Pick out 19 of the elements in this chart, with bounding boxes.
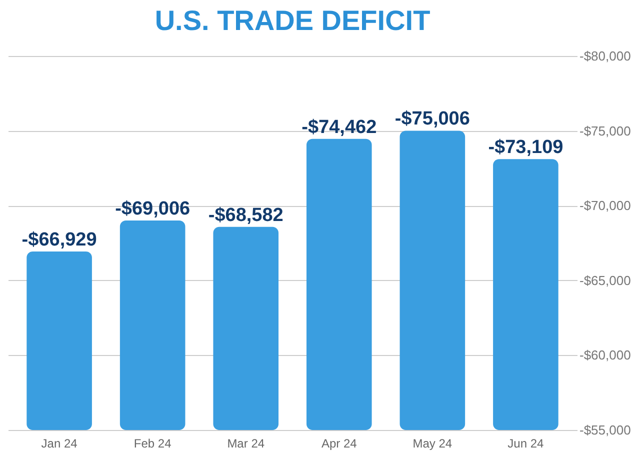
y-tick-label: -$55,000 <box>580 422 631 438</box>
y-tick-label: -$70,000 <box>580 198 631 214</box>
data-label: -$68,582 <box>208 204 284 226</box>
data-label: -$66,929 <box>22 230 97 251</box>
y-tick-label: -$65,000 <box>580 272 631 288</box>
x-tick-label: Mar 24 <box>227 436 265 450</box>
chart-title: U.S. TRADE DEFICIT <box>154 5 430 36</box>
x-tick-label: Jan 24 <box>41 436 78 450</box>
y-tick-label: -$60,000 <box>580 348 631 363</box>
x-tick-label: Jun 24 <box>508 436 544 450</box>
data-label: -$73,109 <box>488 137 564 158</box>
y-tick-label: -$75,000 <box>580 123 631 138</box>
x-tick-label: Apr 24 <box>321 436 358 450</box>
x-tick-label: Feb 24 <box>134 436 172 450</box>
data-label: -$75,006 <box>394 108 470 130</box>
data-label: -$69,006 <box>115 198 190 220</box>
x-tick-label: May 24 <box>412 436 452 450</box>
y-tick-label: -$80,000 <box>580 48 631 64</box>
data-label: -$74,462 <box>302 116 377 138</box>
